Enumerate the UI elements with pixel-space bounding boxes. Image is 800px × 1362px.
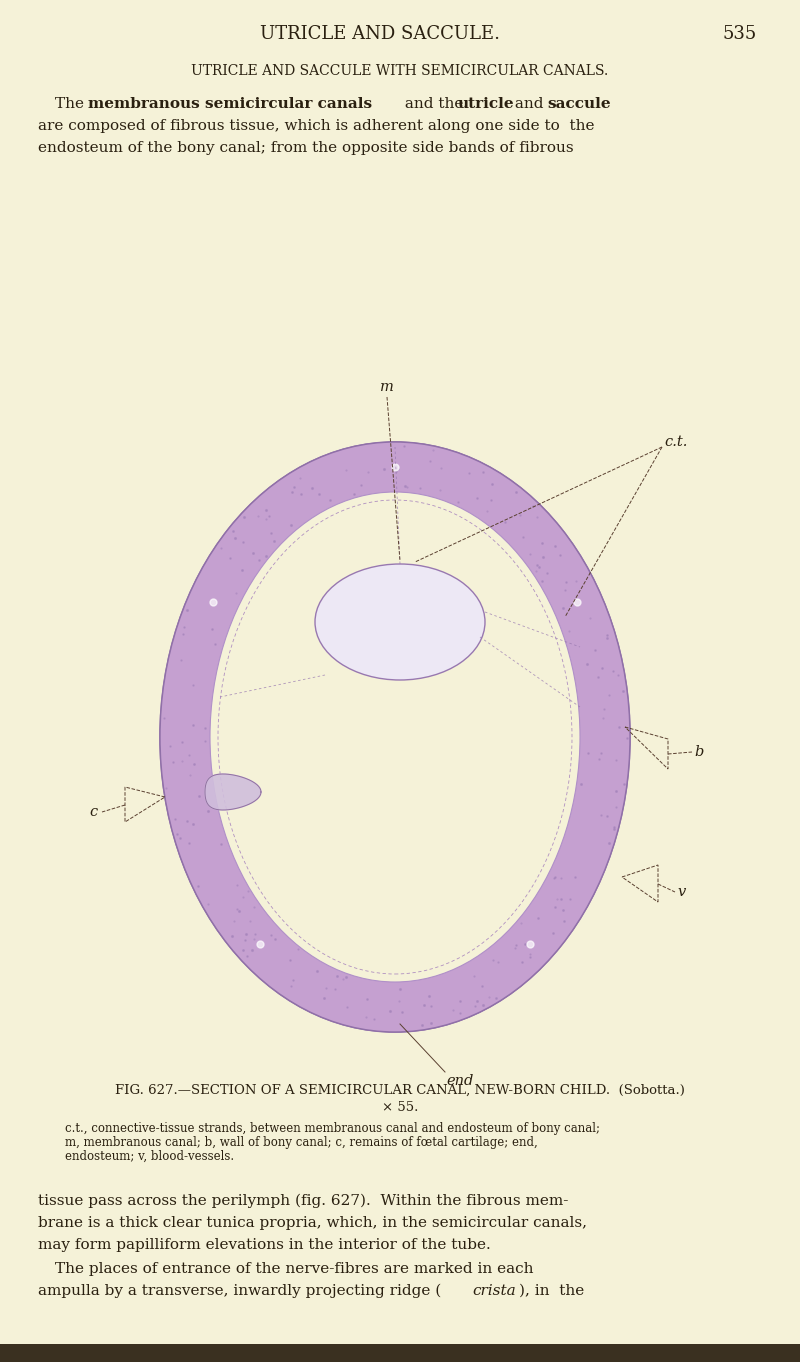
Text: b: b [694, 745, 703, 759]
Text: saccule: saccule [547, 97, 610, 110]
Text: UTRICLE AND SACCULE.: UTRICLE AND SACCULE. [260, 25, 500, 44]
Text: 535: 535 [723, 25, 757, 44]
Text: c.t.: c.t. [664, 434, 687, 449]
Text: c.t., connective-tissue strands, between membranous canal and endosteum of bony : c.t., connective-tissue strands, between… [65, 1122, 600, 1135]
Text: tissue pass across the perilymph (fig. 627).  Within the fibrous mem-: tissue pass across the perilymph (fig. 6… [38, 1194, 568, 1208]
Text: v: v [677, 885, 686, 899]
Text: endosteum; v, blood-vessels.: endosteum; v, blood-vessels. [65, 1150, 234, 1163]
Text: and: and [510, 97, 548, 110]
Text: utricle: utricle [458, 97, 514, 110]
Text: brane is a thick clear tunica propria, which, in the semicircular canals,: brane is a thick clear tunica propria, w… [38, 1216, 587, 1230]
Ellipse shape [210, 492, 580, 982]
Text: m: m [380, 380, 394, 394]
Text: ampulla by a transverse, inwardly projecting ridge (: ampulla by a transverse, inwardly projec… [38, 1284, 442, 1298]
Text: are composed of fibrous tissue, which is adherent along one side to  the: are composed of fibrous tissue, which is… [38, 118, 594, 133]
Text: ), in  the: ), in the [519, 1284, 584, 1298]
Text: × 55.: × 55. [382, 1100, 418, 1114]
Text: The: The [55, 97, 89, 110]
Text: may form papilliform elevations in the interior of the tube.: may form papilliform elevations in the i… [38, 1238, 490, 1252]
Text: The places of entrance of the nerve-fibres are marked in each: The places of entrance of the nerve-fibr… [55, 1263, 534, 1276]
Ellipse shape [315, 564, 485, 680]
Text: c: c [90, 805, 98, 819]
Text: endosteum of the bony canal; from the opposite side bands of fibrous: endosteum of the bony canal; from the op… [38, 142, 574, 155]
Text: membranous semicircular canals: membranous semicircular canals [88, 97, 372, 110]
Ellipse shape [160, 443, 630, 1032]
Ellipse shape [160, 443, 630, 1032]
Bar [0, 1344, 800, 1362]
Text: crista: crista [472, 1284, 516, 1298]
Text: and the: and the [400, 97, 468, 110]
Text: FIG. 627.—SECTION OF A SEMICIRCULAR CANAL, NEW-BORN CHILD.  (Sobotta.): FIG. 627.—SECTION OF A SEMICIRCULAR CANA… [115, 1084, 685, 1096]
Text: UTRICLE AND SACCULE WITH SEMICIRCULAR CANALS.: UTRICLE AND SACCULE WITH SEMICIRCULAR CA… [191, 64, 609, 78]
Text: m, membranous canal; b, wall of bony canal; c, remains of fœtal cartilage; end,: m, membranous canal; b, wall of bony can… [65, 1136, 538, 1150]
Polygon shape [205, 774, 261, 810]
Text: end: end [446, 1075, 474, 1088]
